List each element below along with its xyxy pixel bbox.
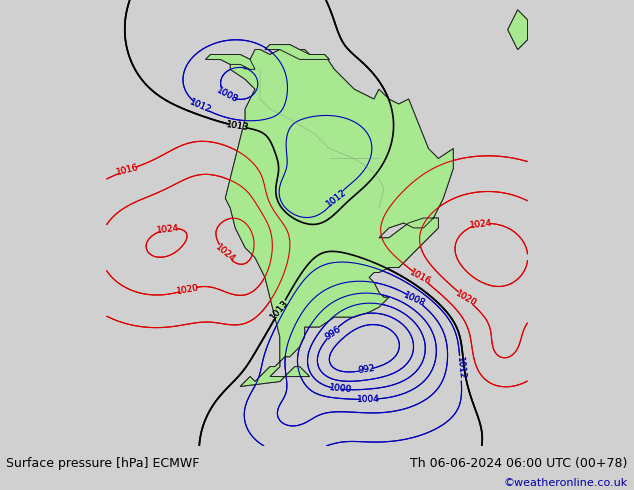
Polygon shape: [265, 45, 330, 59]
Text: 1024: 1024: [157, 223, 180, 235]
Text: 1000: 1000: [328, 384, 352, 395]
Text: 1020: 1020: [453, 289, 478, 308]
Text: 1000: 1000: [328, 384, 352, 395]
Text: 996: 996: [323, 324, 342, 341]
Text: 1020: 1020: [453, 289, 478, 308]
Polygon shape: [225, 49, 453, 387]
Text: 1012: 1012: [188, 98, 213, 115]
Text: 1024: 1024: [214, 243, 237, 264]
Polygon shape: [508, 10, 527, 49]
Polygon shape: [225, 49, 453, 387]
Text: 1020: 1020: [176, 283, 200, 296]
Text: 1016: 1016: [115, 163, 140, 177]
Text: 1008: 1008: [216, 86, 240, 104]
Text: 1012: 1012: [455, 357, 466, 380]
Text: Th 06-06-2024 06:00 UTC (00+78): Th 06-06-2024 06:00 UTC (00+78): [410, 457, 628, 470]
Text: Surface pressure [hPa] ECMWF: Surface pressure [hPa] ECMWF: [6, 457, 200, 470]
Polygon shape: [205, 54, 255, 70]
Text: 1012: 1012: [455, 357, 466, 380]
Text: ©weatheronline.co.uk: ©weatheronline.co.uk: [503, 478, 628, 488]
Text: 992: 992: [357, 364, 375, 375]
Text: 1013: 1013: [269, 298, 290, 322]
Text: 1013: 1013: [226, 120, 249, 132]
Polygon shape: [508, 10, 527, 49]
Text: 1013: 1013: [269, 298, 290, 322]
Text: 1024: 1024: [214, 243, 237, 264]
Text: 1012: 1012: [324, 188, 348, 209]
Text: 1004: 1004: [357, 394, 380, 404]
Polygon shape: [265, 45, 330, 59]
Text: 1004: 1004: [357, 394, 380, 404]
Text: 1008: 1008: [403, 291, 427, 308]
Text: 1012: 1012: [324, 188, 348, 209]
Text: 1024: 1024: [469, 219, 493, 230]
Text: 1020: 1020: [176, 283, 200, 296]
Text: 1016: 1016: [408, 268, 433, 287]
Text: 1016: 1016: [115, 163, 140, 177]
Text: 1024: 1024: [469, 219, 493, 230]
Text: 992: 992: [357, 364, 375, 375]
Text: 1016: 1016: [408, 268, 433, 287]
Text: 1013: 1013: [226, 120, 249, 132]
Text: 1024: 1024: [157, 223, 180, 235]
Text: 1012: 1012: [188, 98, 213, 115]
Polygon shape: [205, 54, 255, 70]
Text: 1008: 1008: [216, 86, 240, 104]
Text: 1008: 1008: [403, 291, 427, 308]
Text: 996: 996: [323, 324, 342, 341]
